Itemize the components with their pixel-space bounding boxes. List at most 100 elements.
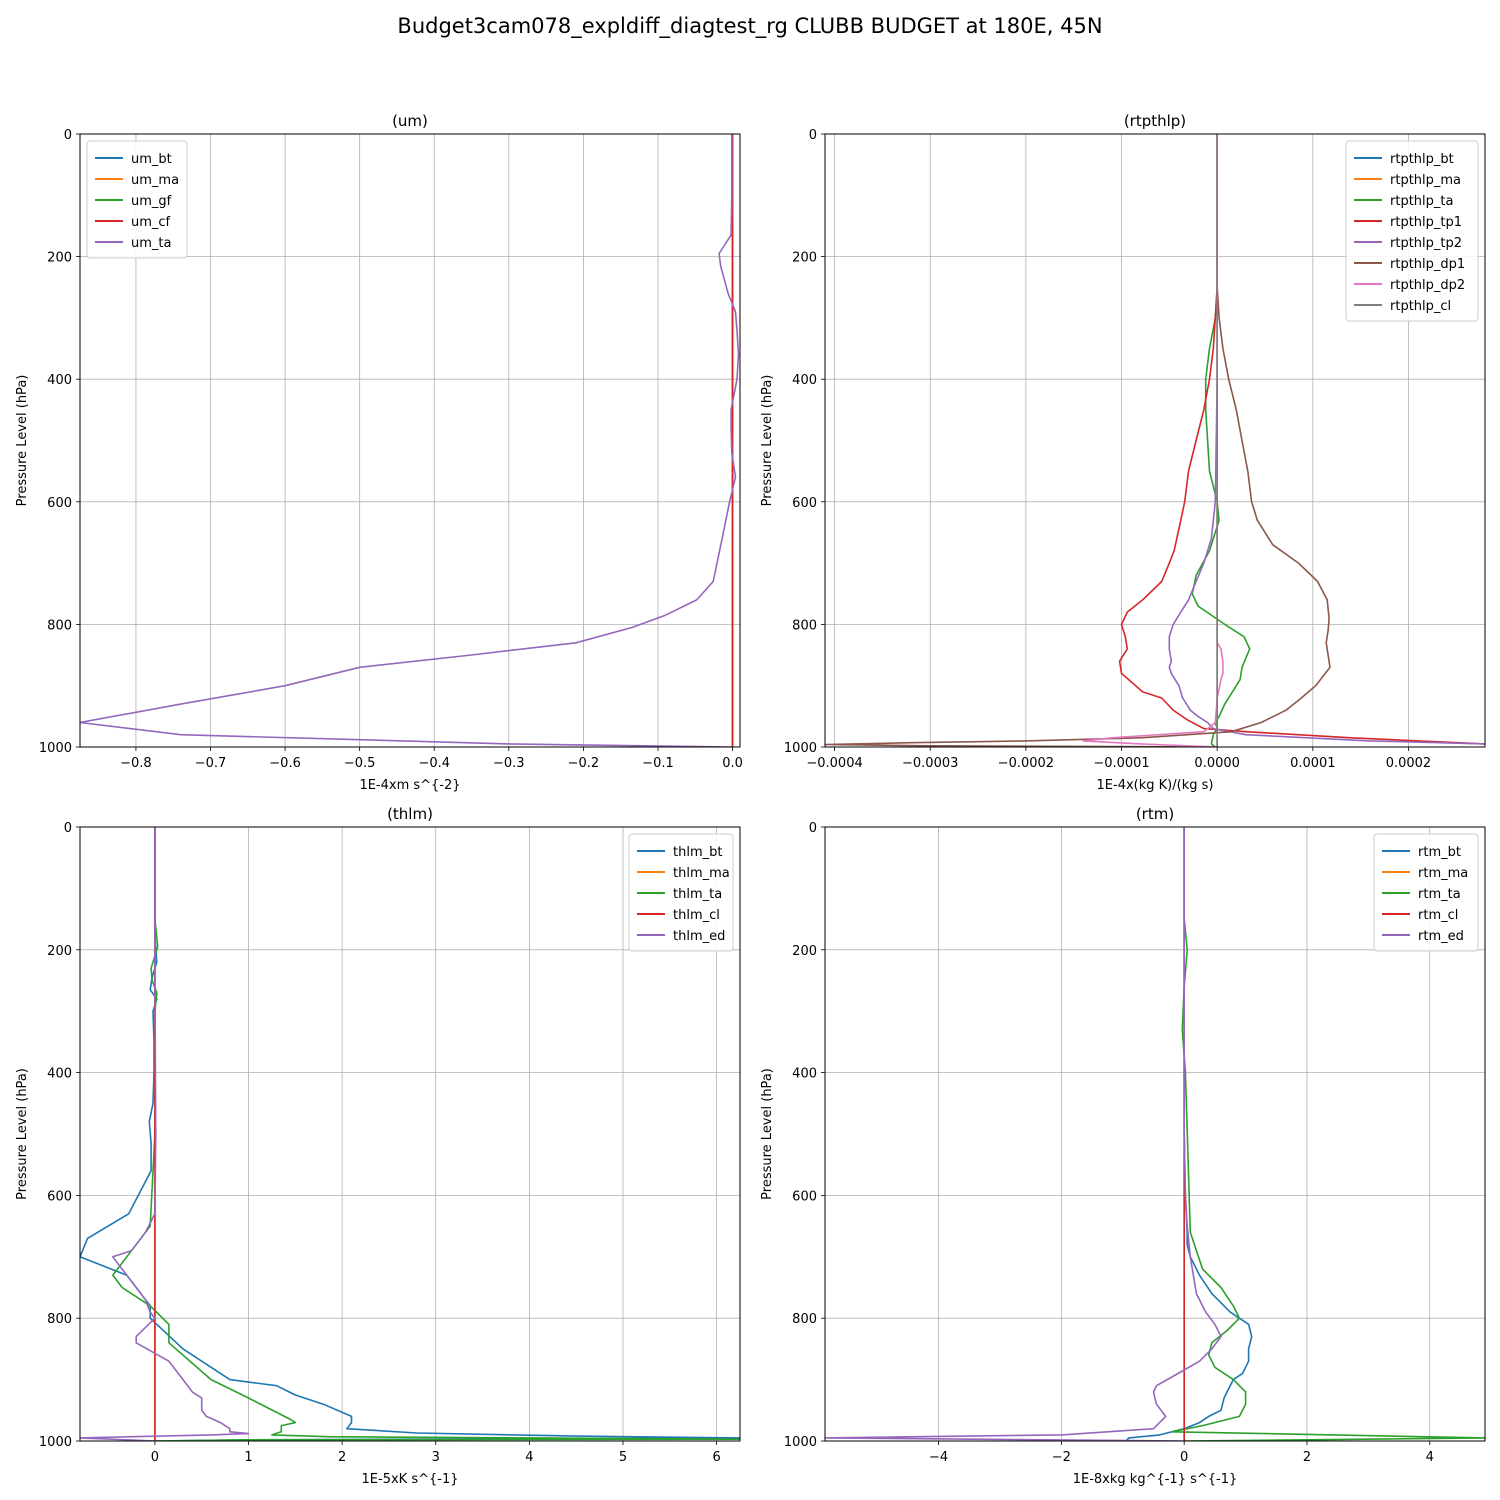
x-tick-label: −0.0002 — [998, 756, 1054, 771]
y-tick-label: 600 — [792, 1189, 817, 1204]
x-tick-label: −0.0001 — [1093, 756, 1149, 771]
legend-box — [1373, 833, 1479, 952]
legend-label: rtpthlp_bt — [1390, 152, 1454, 167]
legend-label: rtm_bt — [1418, 845, 1461, 860]
y-tick-label: 400 — [47, 1067, 72, 1082]
x-tick-label: −0.8 — [120, 756, 152, 771]
y-axis-label: Pressure Level (hPa) — [760, 1068, 775, 1200]
legend-label: um_cf — [131, 215, 171, 230]
legend: rtm_bt rtm_ma rtm_ta rtm_cl rtm_ed — [1373, 833, 1479, 952]
subplot-title: (thlm) — [387, 805, 433, 823]
x-tick-label: 0.0002 — [1386, 756, 1432, 771]
y-tick-label: 0 — [64, 128, 72, 143]
legend: thlm_bt thlm_ma thlm_ta thlm_cl thlm_ed — [628, 833, 734, 952]
series-line-thlm_ed — [80, 827, 250, 1441]
legend-label: rtm_ta — [1418, 887, 1461, 902]
series-line-rtm_ed — [825, 827, 1222, 1441]
x-tick-label: −0.4 — [418, 756, 450, 771]
x-tick-label: −0.7 — [195, 756, 227, 771]
legend-label: rtpthlp_dp2 — [1390, 278, 1465, 293]
panel-thlm: (thlm) 0 1 2 3 4 5 6 0 200 400 600 800 1000 1E-5xK s^{… — [15, 805, 741, 1487]
subplot-title: (rtm) — [1136, 805, 1174, 823]
plot-lines — [825, 134, 1485, 747]
x-tick-label: 4 — [525, 1450, 533, 1465]
legend-label: thlm_ta — [673, 887, 722, 902]
subplot-title: (um) — [392, 112, 428, 130]
y-tick-label: 400 — [47, 373, 72, 388]
x-tick-label: −0.6 — [269, 756, 301, 771]
y-tick-label: 800 — [47, 1312, 72, 1327]
series-line-rtpthlp_ta — [1191, 134, 1251, 747]
y-tick-label: 400 — [792, 373, 817, 388]
y-tick-label: 1000 — [784, 1435, 817, 1450]
x-tick-label: 2 — [338, 1450, 346, 1465]
axes-frame — [824, 133, 1486, 748]
legend-label: rtm_ma — [1418, 866, 1468, 881]
x-tick-label: −4 — [929, 1450, 948, 1465]
y-tick-label: 200 — [792, 944, 817, 959]
x-tick-label: 0.0 — [722, 756, 743, 771]
x-tick-label: 0.0001 — [1290, 756, 1336, 771]
y-tick-label: 600 — [47, 496, 72, 511]
axes-frame — [824, 826, 1486, 1442]
panel-rtpthlp: (rtpthlp) −0.0004 −0.0003 −0.0002 −0.0001 0.0… — [760, 112, 1486, 793]
legend-label: um_ta — [131, 236, 171, 251]
x-tick-label: −0.2 — [568, 756, 600, 771]
x-tick-label: 3 — [432, 1450, 440, 1465]
y-tick-label: 800 — [47, 618, 72, 633]
legend-label: rtpthlp_tp1 — [1390, 215, 1462, 230]
y-tick-label: 0 — [809, 821, 817, 836]
x-axis-label: 1E-4xm s^{-2} — [359, 778, 460, 793]
series-line-rtm_ta — [1171, 827, 1485, 1441]
legend-label: thlm_bt — [673, 845, 722, 860]
legend-label: um_ma — [131, 173, 179, 188]
y-tick-label: 1000 — [39, 741, 72, 756]
subplot-title: (rtpthlp) — [1124, 112, 1186, 130]
x-tick-label: 1 — [244, 1450, 252, 1465]
y-tick-label: 800 — [792, 1312, 817, 1327]
x-tick-label: −2 — [1052, 1450, 1071, 1465]
y-axis-label: Pressure Level (hPa) — [15, 1068, 30, 1200]
x-tick-label: 4 — [1426, 1450, 1434, 1465]
x-tick-label: −0.0003 — [902, 756, 958, 771]
panel-um: (um) −0.8 −0.7 −0.6 −0.5 −0.4 −0.3 −0.2 −0.1 0.0 0… — [15, 112, 743, 793]
legend-label: rtpthlp_cl — [1390, 299, 1451, 314]
x-axis-label: 1E-5xK s^{-1} — [362, 1472, 459, 1487]
legend-label: rtpthlp_ma — [1390, 173, 1461, 188]
series-line-thlm_ta — [112, 827, 740, 1441]
plot-lines — [80, 134, 740, 747]
y-tick-label: 600 — [792, 496, 817, 511]
y-tick-label: 0 — [64, 821, 72, 836]
x-axis-label: 1E-4x(kg K)/(kg s) — [1097, 778, 1214, 793]
y-tick-label: 200 — [792, 251, 817, 266]
legend: rtpthlp_bt rtpthlp_ma rtpthlp_ta rtpthlp_tp… — [1345, 140, 1479, 322]
x-tick-label: 0 — [151, 1450, 159, 1465]
legend-label: um_bt — [131, 152, 172, 167]
legend-box — [1345, 140, 1479, 322]
x-tick-label: −0.5 — [344, 756, 376, 771]
panel-rtm: (rtm) −4 −2 0 2 4 0 200 400 600 800 1000 1E-8xkg kg^… — [760, 805, 1486, 1487]
y-tick-label: 1000 — [39, 1435, 72, 1450]
x-axis-label: 1E-8xkg kg^{-1} s^{-1} — [1073, 1472, 1238, 1487]
x-tick-label: −0.3 — [493, 756, 525, 771]
x-tick-label: 5 — [619, 1450, 627, 1465]
x-tick-label: 2 — [1303, 1450, 1311, 1465]
x-tick-label: 6 — [712, 1450, 720, 1465]
figure-title: Budget3cam078_expldiff_diagtest_rg CLUBB… — [397, 14, 1103, 38]
legend-box — [628, 833, 734, 952]
y-axis-label: Pressure Level (hPa) — [760, 375, 775, 507]
x-tick-label: 0 — [1180, 1450, 1188, 1465]
series-line-rtpthlp_tp1 — [1118, 134, 1485, 745]
legend-label: rtpthlp_dp1 — [1390, 257, 1465, 272]
axes-frame — [79, 826, 741, 1442]
plot-lines — [825, 827, 1485, 1441]
y-tick-label: 600 — [47, 1189, 72, 1204]
legend-label: rtpthlp_ta — [1390, 194, 1453, 209]
x-tick-label: −0.0004 — [806, 756, 862, 771]
series-line-rtpthlp_dp1 — [825, 134, 1331, 747]
x-tick-label: 0.0000 — [1194, 756, 1240, 771]
y-tick-label: 0 — [809, 128, 817, 143]
legend-label: rtpthlp_tp2 — [1390, 236, 1462, 251]
legend: um_bt um_ma um_gf um_cf um_ta — [86, 140, 188, 259]
legend-label: thlm_ma — [673, 866, 730, 881]
